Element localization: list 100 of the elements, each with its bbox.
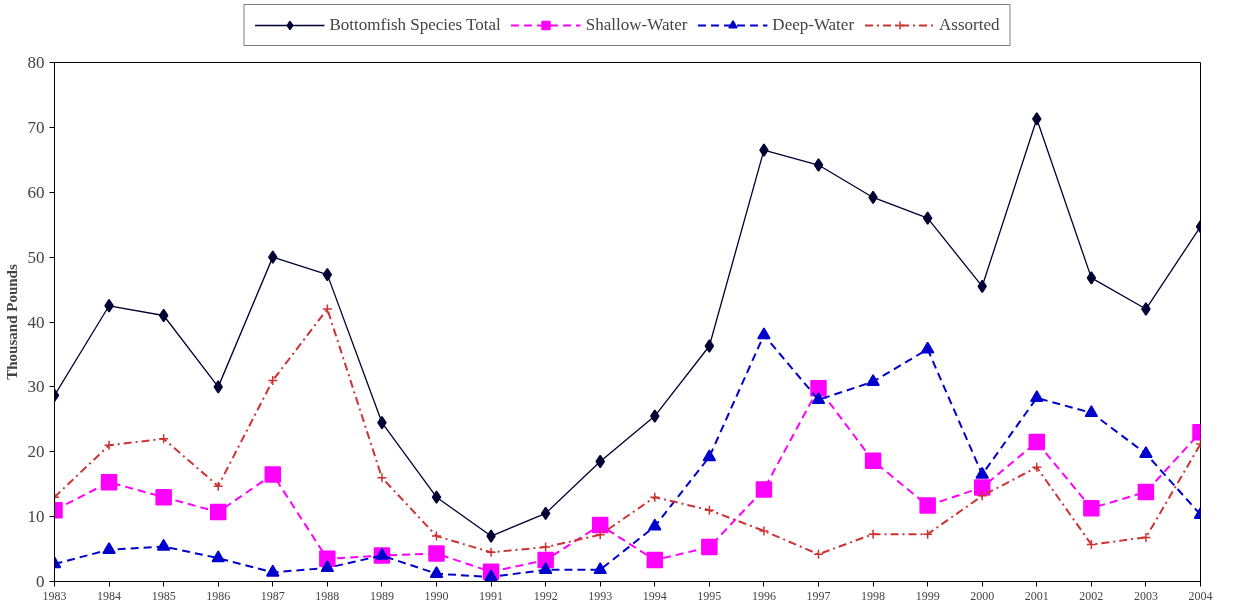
point: [1086, 271, 1097, 285]
point: [759, 143, 769, 157]
x-tick-label: 1995: [697, 588, 722, 603]
x-tick-label: 1988: [315, 588, 340, 603]
point: [811, 392, 826, 405]
point: [1030, 390, 1044, 403]
point: [158, 308, 169, 323]
point: [428, 545, 445, 562]
point: [375, 547, 389, 560]
point: [322, 267, 333, 282]
point: [973, 479, 991, 496]
point: [702, 449, 717, 462]
point: [649, 491, 661, 503]
legend-label: Bottomfish Species Total: [329, 15, 501, 35]
y-tick-label: 20: [27, 442, 45, 462]
point: [268, 250, 278, 264]
point: [320, 560, 335, 573]
y-tick-label: 50: [27, 247, 45, 267]
x-tick-label: 1983: [42, 588, 67, 603]
y-tick-label: 40: [27, 312, 45, 332]
x-tick-label: 2004: [1188, 588, 1213, 603]
x-tick-label: 1985: [151, 588, 176, 603]
y-axis-title: Thousand Pounds: [3, 264, 20, 380]
y-tick-label: 0: [36, 572, 45, 591]
point: [1084, 405, 1099, 418]
point: [701, 538, 718, 556]
x-tick-label: 1997: [806, 588, 831, 603]
point: [264, 466, 282, 483]
point: [650, 409, 660, 423]
point: [267, 375, 279, 386]
point: [155, 488, 172, 506]
point: [975, 466, 989, 479]
point: [919, 497, 936, 514]
point: [976, 490, 988, 502]
x-tick-label: 1991: [479, 588, 504, 603]
legend-label: Shallow-Water: [585, 15, 688, 35]
point: [867, 528, 879, 540]
point: [102, 542, 116, 554]
point: [104, 299, 114, 313]
x-tick-label: 1992: [533, 588, 558, 603]
x-tick-label: 1986: [206, 588, 231, 603]
x-tick-label: 1990: [424, 588, 449, 603]
x-tick-label: 1993: [588, 588, 613, 603]
point: [704, 339, 715, 353]
point: [540, 506, 551, 521]
point: [100, 473, 118, 491]
x-tick-label: 1998: [861, 588, 886, 603]
point: [922, 211, 933, 225]
y-tick-label: 60: [27, 182, 45, 202]
point: [648, 518, 662, 531]
point: [486, 529, 496, 543]
point: [211, 550, 225, 563]
point: [1083, 499, 1100, 517]
x-tick-label: 1999: [915, 588, 940, 603]
point: [704, 504, 715, 516]
point: [156, 538, 171, 551]
point: [431, 490, 442, 504]
legend-label: Assorted: [939, 15, 1000, 35]
point: [540, 541, 551, 553]
point: [1028, 433, 1046, 451]
point: [920, 341, 935, 354]
x-tick-label: 2002: [1079, 588, 1104, 603]
x-tick-label: 1987: [260, 588, 285, 603]
x-tick-label: 2000: [970, 588, 995, 603]
point: [758, 525, 770, 537]
point: [922, 528, 933, 540]
x-tick-label: 2003: [1133, 588, 1158, 603]
point: [158, 433, 169, 445]
point: [322, 303, 333, 315]
y-tick-label: 80: [27, 53, 45, 72]
point: [1139, 446, 1153, 458]
point: [757, 327, 771, 340]
point: [813, 158, 824, 172]
point: [1141, 302, 1151, 316]
x-tick-label: 1989: [369, 588, 394, 603]
point: [376, 472, 388, 483]
point: [485, 547, 497, 558]
x-tick-label: 1984: [97, 588, 122, 603]
point: [593, 562, 607, 575]
point: [755, 481, 773, 498]
point: [213, 380, 223, 394]
x-tick-label: 1996: [751, 588, 776, 603]
point: [1140, 532, 1152, 543]
point: [538, 562, 553, 575]
legend-label: Deep-Water: [772, 15, 855, 35]
y-tick-label: 70: [27, 117, 45, 137]
y-tick-label: 30: [27, 377, 45, 397]
point: [212, 480, 224, 492]
point: [429, 566, 444, 578]
point: [591, 516, 609, 534]
point: [810, 379, 827, 397]
point: [1032, 112, 1042, 126]
point: [646, 551, 664, 569]
point: [431, 530, 442, 542]
point: [1031, 462, 1043, 473]
point: [209, 503, 227, 521]
x-tick-label: 1994: [642, 588, 667, 603]
point: [866, 374, 880, 386]
point: [103, 440, 115, 451]
point: [864, 452, 882, 470]
